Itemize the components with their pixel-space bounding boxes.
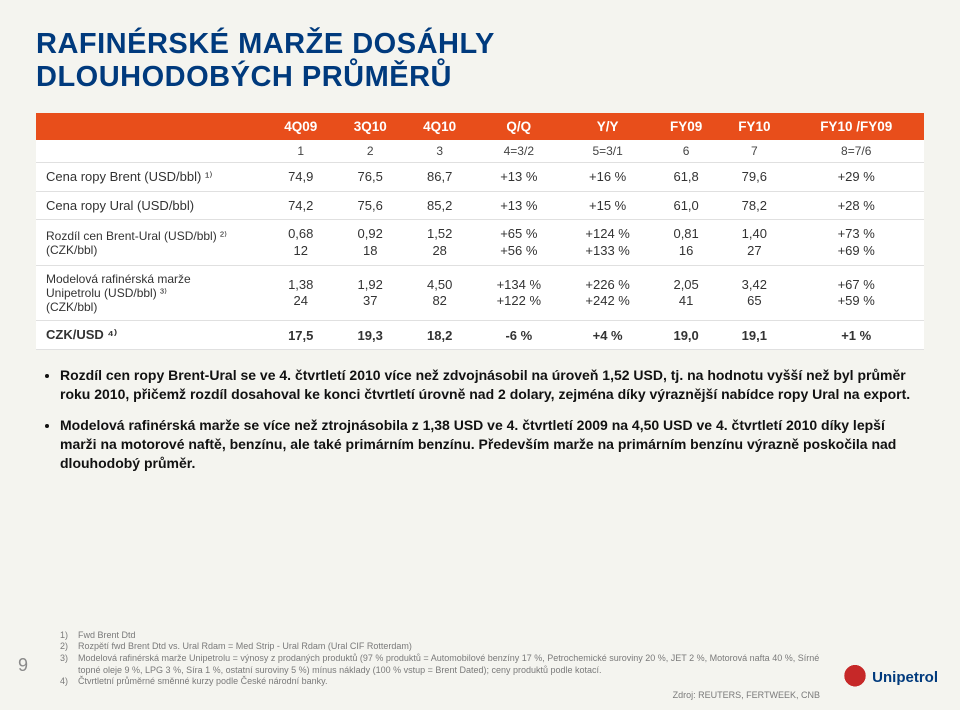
page-number: 9 [18, 655, 28, 676]
row-label: Rozdíl cen Brent-Ural (USD/bbl) ²⁾(CZK/b… [36, 219, 266, 266]
data-cell: -6 % [474, 321, 563, 350]
bullet-item: Modelová rafinérská marže se více než zt… [60, 416, 924, 473]
subhead-cell: 4=3/2 [474, 140, 563, 163]
data-cell: +28 % [788, 191, 924, 219]
data-cell: +16 % [563, 162, 652, 191]
data-cell: +4 % [563, 321, 652, 350]
footnote-text: Rozpětí fwd Brent Dtd vs. Ural Rdam = Me… [78, 641, 412, 653]
subhead-cell: 2 [335, 140, 404, 163]
table-subhead-row: 1234=3/25=3/1678=7/6 [36, 140, 924, 163]
data-cell: 19,3 [335, 321, 404, 350]
subhead-cell: 1 [266, 140, 335, 163]
data-cell: +1 % [788, 321, 924, 350]
col-header: FY10 [720, 113, 788, 140]
footnote-num: 1) [60, 630, 78, 642]
footnote-row: 2)Rozpětí fwd Brent Dtd vs. Ural Rdam = … [60, 641, 820, 653]
bullet-list: Rozdíl cen ropy Brent-Ural se ve 4. čtvr… [36, 366, 924, 472]
subhead-cell [36, 140, 266, 163]
data-cell: 75,6 [335, 191, 404, 219]
footnote-num: 2) [60, 641, 78, 653]
table-row: Cena ropy Brent (USD/bbl) ¹⁾74,976,586,7… [36, 162, 924, 191]
data-cell: 74,9 [266, 162, 335, 191]
data-cell: +15 % [563, 191, 652, 219]
col-header: Y/Y [563, 113, 652, 140]
row-label: Modelová rafinérská maržeUnipetrolu (USD… [36, 266, 266, 321]
col-header: 4Q09 [266, 113, 335, 140]
subhead-cell: 8=7/6 [788, 140, 924, 163]
data-cell: 4,5082 [405, 266, 474, 321]
data-cell: 3,4265 [720, 266, 788, 321]
data-cell: 19,0 [652, 321, 720, 350]
data-cell: 1,5228 [405, 219, 474, 266]
data-cell: 79,6 [720, 162, 788, 191]
data-cell: +124 %+133 % [563, 219, 652, 266]
table-header-row: 4Q09 3Q10 4Q10 Q/Q Y/Y FY09 FY10 FY10 /F… [36, 113, 924, 140]
footnote-text: Modelová rafinérská marže Unipetrolu = v… [78, 653, 820, 676]
data-cell: 0,9218 [335, 219, 404, 266]
data-cell: 17,5 [266, 321, 335, 350]
data-cell: 86,7 [405, 162, 474, 191]
col-header: Q/Q [474, 113, 563, 140]
data-cell: +29 % [788, 162, 924, 191]
data-cell: 76,5 [335, 162, 404, 191]
title-line-1: RAFINÉRSKÉ MARŽE DOSÁHLY [36, 28, 495, 60]
logo-text: Unipetrol [872, 669, 938, 686]
row-label: Cena ropy Ural (USD/bbl) [36, 191, 266, 219]
eagle-icon [842, 664, 868, 690]
data-cell: +13 % [474, 162, 563, 191]
data-cell: 61,8 [652, 162, 720, 191]
col-header: FY09 [652, 113, 720, 140]
data-cell: +65 %+56 % [474, 219, 563, 266]
footnote-row: 4)Čtvrtletní průměrné směnné kurzy podle… [60, 676, 820, 688]
data-cell: 78,2 [720, 191, 788, 219]
data-cell: 61,0 [652, 191, 720, 219]
footnote-text: Čtvrtletní průměrné směnné kurzy podle Č… [78, 676, 327, 688]
data-cell: 1,3824 [266, 266, 335, 321]
data-cell: 0,6812 [266, 219, 335, 266]
data-cell: 85,2 [405, 191, 474, 219]
footnote-row: 1)Fwd Brent Dtd [60, 630, 820, 642]
title-line-2: DLOUHODOBÝCH PRŮMĚRŮ [36, 61, 452, 93]
data-cell: 18,2 [405, 321, 474, 350]
table-row: Cena ropy Ural (USD/bbl)74,275,685,2+13 … [36, 191, 924, 219]
data-cell: 1,4027 [720, 219, 788, 266]
row-label: Cena ropy Brent (USD/bbl) ¹⁾ [36, 162, 266, 191]
data-cell: +73 %+69 % [788, 219, 924, 266]
data-cell: 1,9237 [335, 266, 404, 321]
data-cell: 0,8116 [652, 219, 720, 266]
subhead-cell: 7 [720, 140, 788, 163]
row-label: CZK/USD ⁴⁾ [36, 321, 266, 350]
subhead-cell: 6 [652, 140, 720, 163]
col-header: 4Q10 [405, 113, 474, 140]
data-table: 4Q09 3Q10 4Q10 Q/Q Y/Y FY09 FY10 FY10 /F… [36, 113, 924, 351]
data-cell: 19,1 [720, 321, 788, 350]
table-row: CZK/USD ⁴⁾17,519,318,2-6 %+4 %19,019,1+1… [36, 321, 924, 350]
data-cell: 2,0541 [652, 266, 720, 321]
footnotes: 1)Fwd Brent Dtd2)Rozpětí fwd Brent Dtd v… [60, 630, 820, 688]
subhead-cell: 3 [405, 140, 474, 163]
col-header [36, 113, 266, 140]
footnote-text: Fwd Brent Dtd [78, 630, 136, 642]
bullet-item: Rozdíl cen ropy Brent-Ural se ve 4. čtvr… [60, 366, 924, 404]
page-title: RAFINÉRSKÉ MARŽE DOSÁHLY DLOUHODOBÝCH PR… [36, 28, 924, 95]
col-header: FY10 /FY09 [788, 113, 924, 140]
subhead-cell: 5=3/1 [563, 140, 652, 163]
data-cell: +226 %+242 % [563, 266, 652, 321]
brand-logo: Unipetrol [842, 664, 938, 690]
data-cell: +13 % [474, 191, 563, 219]
data-cell: 74,2 [266, 191, 335, 219]
table-row: Modelová rafinérská maržeUnipetrolu (USD… [36, 266, 924, 321]
data-cell: +67 %+59 % [788, 266, 924, 321]
col-header: 3Q10 [335, 113, 404, 140]
footnote-row: 3)Modelová rafinérská marže Unipetrolu =… [60, 653, 820, 676]
source-text: Zdroj: REUTERS, FERTWEEK, CNB [673, 690, 820, 700]
data-cell: +134 %+122 % [474, 266, 563, 321]
table-row: Rozdíl cen Brent-Ural (USD/bbl) ²⁾(CZK/b… [36, 219, 924, 266]
footnote-num: 3) [60, 653, 78, 676]
footnote-num: 4) [60, 676, 78, 688]
